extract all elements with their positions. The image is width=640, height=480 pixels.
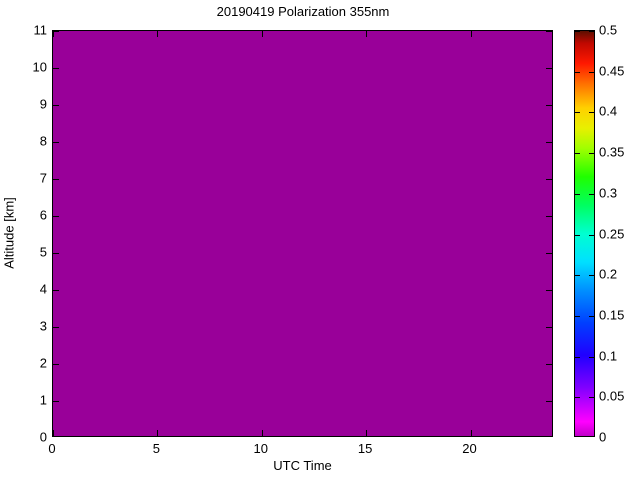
x-axis-tick-label: 15 — [357, 441, 373, 456]
x-axis-tick-label: 20 — [462, 441, 477, 456]
y-axis-tick-label: 2 — [39, 355, 47, 371]
y-axis-tick-mark — [53, 216, 59, 217]
x-axis-tick-labels: 0 5 10 15 20 — [48, 441, 553, 459]
colorbar-tick-mark — [575, 275, 580, 277]
x-axis-tick-mark — [470, 430, 472, 436]
x-axis-tick-label: 10 — [253, 441, 268, 456]
x-axis-tick-label: 5 — [152, 441, 160, 456]
y-axis-tick-mark — [546, 364, 552, 365]
y-axis-tick-mark — [53, 253, 59, 254]
y-axis-tick-mark — [546, 142, 552, 143]
y-axis-tick-mark — [546, 68, 552, 69]
colorbar[interactable] — [574, 30, 595, 437]
y-axis-tick-label: 4 — [39, 281, 47, 297]
colorbar-tick-label: 0.25 — [599, 226, 625, 241]
y-axis-tick-label: 8 — [39, 133, 47, 149]
y-axis-tick-mark — [546, 327, 552, 328]
y-axis-tick-label: 0 — [39, 429, 47, 445]
y-axis-tick-label: 1 — [39, 392, 47, 408]
x-axis-tick-mark — [157, 430, 159, 436]
colorbar-tick-mark — [589, 31, 594, 32]
colorbar-tick-label: 0.2 — [599, 266, 618, 282]
plot-area[interactable] — [52, 30, 553, 437]
colorbar-tick-label: 0.1 — [599, 348, 618, 364]
colorbar-tick-label: 0.3 — [599, 185, 618, 201]
y-axis-tick-mark — [546, 31, 552, 32]
colorbar-tick-mark — [589, 153, 594, 155]
y-axis-tick-label: 3 — [39, 318, 47, 334]
y-axis-tick-mark — [53, 105, 59, 106]
y-axis-tick-mark — [53, 364, 59, 365]
colorbar-tick-mark — [589, 275, 594, 277]
colorbar-tick-mark — [575, 315, 580, 317]
colorbar-tick-label: 0.35 — [599, 144, 625, 160]
colorbar-tick-label: 0.15 — [599, 307, 625, 323]
y-axis-tick-mark — [53, 327, 59, 328]
x-axis-tick-mark — [261, 31, 263, 37]
y-axis-tick-label: 10 — [32, 59, 47, 75]
y-axis-tick-label: 6 — [39, 207, 47, 223]
colorbar-tick-mark — [575, 153, 580, 155]
colorbar-tick-label: 0 — [599, 429, 607, 445]
colorbar-tick-mark — [589, 112, 594, 114]
x-axis-tick-mark — [157, 31, 159, 37]
y-axis-tick-labels: 0 1 2 3 4 5 6 7 8 9 10 11 — [0, 23, 47, 445]
y-axis-tick-label: 11 — [33, 22, 48, 38]
y-axis-tick-mark — [546, 253, 552, 254]
y-axis-tick-mark — [546, 105, 552, 106]
chart-title: 20190419 Polarization 355nm — [216, 4, 390, 19]
colorbar-tick-label: 0.4 — [599, 103, 618, 119]
colorbar-tick-mark — [589, 193, 594, 195]
colorbar-tick-mark — [575, 234, 580, 236]
y-axis-tick-mark — [546, 216, 552, 217]
colorbar-tick-label: 0.45 — [599, 63, 625, 79]
x-axis-tick-mark — [261, 430, 263, 436]
y-axis-tick-mark — [53, 68, 59, 69]
colorbar-tick-mark — [589, 397, 594, 399]
colorbar-tick-mark — [575, 397, 580, 399]
y-axis-tick-label: 9 — [39, 96, 47, 112]
colorbar-tick-label: 0.05 — [599, 388, 625, 404]
x-axis-title: UTC Time — [273, 458, 332, 473]
x-axis-tick-mark — [53, 31, 54, 37]
colorbar-tick-mark — [575, 71, 580, 73]
colorbar-gradient — [575, 31, 594, 436]
y-axis-tick-mark — [546, 179, 552, 180]
y-axis-tick-label: 7 — [39, 170, 47, 186]
colorbar-tick-mark — [575, 112, 580, 114]
colorbar-tick-label: 0.5 — [599, 22, 618, 38]
x-axis-tick-mark — [470, 31, 472, 37]
y-axis-tick-mark — [53, 142, 59, 143]
colorbar-tick-mark — [589, 71, 594, 73]
x-axis-tick-mark — [366, 31, 368, 37]
y-axis-tick-mark — [546, 401, 552, 402]
y-axis-title: Altitude [km] — [1, 197, 17, 269]
y-axis-tick-mark — [53, 179, 59, 180]
y-axis-tick-mark — [53, 31, 59, 32]
y-axis-tick-mark — [53, 290, 59, 291]
colorbar-tick-mark — [589, 315, 594, 317]
colorbar-tick-mark — [589, 234, 594, 236]
x-axis-tick-mark — [53, 430, 54, 436]
colorbar-tick-labels: 0 0.05 0.1 0.15 0.2 0.25 0.3 0.35 0.4 0.45 0.5 — [599, 23, 640, 445]
colorbar-tick-mark — [575, 31, 580, 32]
y-axis-tick-mark — [546, 290, 552, 291]
y-axis-tick-mark — [53, 401, 59, 402]
x-axis-tick-mark — [366, 430, 368, 436]
y-axis-tick-label: 5 — [39, 244, 47, 260]
colorbar-tick-mark — [575, 193, 580, 195]
colorbar-tick-mark — [575, 356, 580, 358]
heatmap-surface — [53, 31, 552, 436]
colorbar-tick-mark — [589, 356, 594, 358]
x-axis-tick-label: 0 — [48, 441, 56, 456]
